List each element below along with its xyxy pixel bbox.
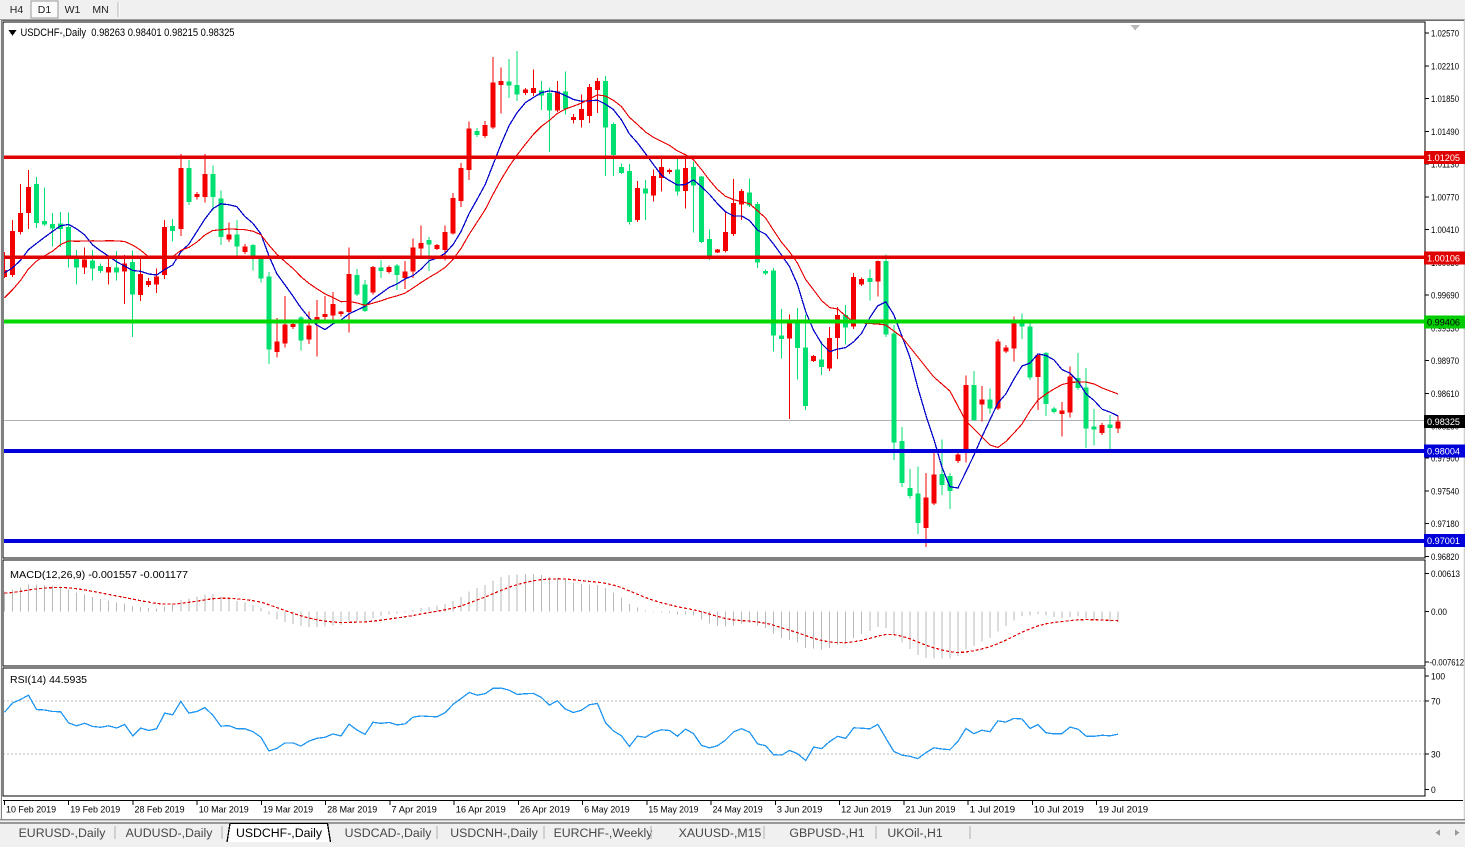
svg-text:10 Feb 2019: 10 Feb 2019	[6, 804, 56, 815]
svg-text:-0.007612: -0.007612	[1430, 656, 1465, 667]
svg-text:0.00: 0.00	[1431, 606, 1447, 617]
svg-text:0.98970: 0.98970	[1431, 355, 1459, 366]
svg-text:USDCHF-,Daily 0.98263 0.98401: USDCHF-,Daily 0.98263 0.98401 0.98215 0.…	[21, 27, 235, 39]
svg-text:1.01130: 1.01130	[1431, 159, 1459, 170]
svg-text:USDCAD-,Daily: USDCAD-,Daily	[345, 826, 433, 840]
svg-text:24 May 2019: 24 May 2019	[713, 804, 763, 815]
svg-text:26 Apr 2019: 26 Apr 2019	[520, 804, 570, 815]
svg-text:0.99406: 0.99406	[1427, 316, 1460, 327]
svg-text:16 Apr 2019: 16 Apr 2019	[456, 804, 506, 815]
svg-text:0.97180: 0.97180	[1431, 518, 1459, 529]
svg-text:19 Feb 2019: 19 Feb 2019	[70, 804, 120, 815]
svg-text:0.97900: 0.97900	[1431, 453, 1459, 464]
svg-text:H4: H4	[10, 4, 24, 16]
svg-text:19 Mar 2019: 19 Mar 2019	[263, 804, 313, 815]
svg-text:USDCNH-,Daily: USDCNH-,Daily	[450, 826, 538, 840]
svg-text:0.00613: 0.00613	[1431, 568, 1460, 579]
svg-text:0.98610: 0.98610	[1431, 388, 1459, 399]
svg-text:100: 100	[1431, 671, 1445, 682]
svg-text:AUDUSD-,Daily: AUDUSD-,Daily	[126, 826, 214, 840]
svg-text:D1: D1	[38, 4, 52, 16]
svg-text:28 Feb 2019: 28 Feb 2019	[135, 804, 185, 815]
svg-text:1 Jul 2019: 1 Jul 2019	[970, 804, 1016, 815]
svg-text:0.97001: 0.97001	[1427, 535, 1460, 546]
svg-text:12 Jun 2019: 12 Jun 2019	[841, 804, 891, 815]
svg-text:0.97540: 0.97540	[1431, 485, 1459, 496]
svg-text:GBPUSD-,H1: GBPUSD-,H1	[789, 826, 864, 840]
svg-text:10 Mar 2019: 10 Mar 2019	[199, 804, 249, 815]
svg-text:21 Jun 2019: 21 Jun 2019	[905, 804, 955, 815]
svg-text:1.01490: 1.01490	[1431, 126, 1459, 137]
svg-text:3 Jun 2019: 3 Jun 2019	[777, 804, 823, 815]
svg-text:W1: W1	[65, 4, 81, 16]
svg-text:70: 70	[1431, 695, 1440, 706]
svg-text:0.96820: 0.96820	[1431, 551, 1459, 562]
svg-text:0.98325: 0.98325	[1427, 416, 1460, 427]
svg-text:MACD(12,26,9) -0.001557 -0.001: MACD(12,26,9) -0.001557 -0.001177	[10, 570, 188, 581]
svg-text:USDCHF-,Daily: USDCHF-,Daily	[236, 826, 323, 840]
svg-text:1.00106: 1.00106	[1427, 252, 1460, 263]
svg-text:1.01205: 1.01205	[1427, 152, 1460, 163]
svg-text:19 Jul 2019: 19 Jul 2019	[1098, 804, 1148, 815]
svg-text:0: 0	[1431, 784, 1436, 795]
svg-text:15 May 2019: 15 May 2019	[648, 804, 698, 815]
svg-text:10 Jul 2019: 10 Jul 2019	[1034, 804, 1084, 815]
svg-text:6 May 2019: 6 May 2019	[584, 804, 630, 815]
svg-text:7 Apr 2019: 7 Apr 2019	[391, 804, 437, 815]
svg-text:XAUUSD-,M15: XAUUSD-,M15	[679, 826, 762, 840]
svg-text:MN: MN	[92, 4, 108, 16]
svg-text:1.02210: 1.02210	[1431, 60, 1459, 71]
svg-text:0.98004: 0.98004	[1427, 445, 1460, 456]
svg-text:EURUSD-,Daily: EURUSD-,Daily	[19, 826, 107, 840]
svg-text:30: 30	[1431, 749, 1440, 760]
svg-text:1.00770: 1.00770	[1431, 191, 1459, 202]
svg-text:RSI(14) 44.5935: RSI(14) 44.5935	[10, 675, 87, 686]
svg-text:0.99690: 0.99690	[1431, 290, 1459, 301]
svg-text:EURCHF-,Weekly: EURCHF-,Weekly	[554, 826, 654, 840]
svg-text:1.01850: 1.01850	[1431, 93, 1459, 104]
svg-text:28 Mar 2019: 28 Mar 2019	[327, 804, 377, 815]
svg-text:UKOil-,H1: UKOil-,H1	[887, 826, 943, 840]
svg-text:1.00410: 1.00410	[1431, 224, 1459, 235]
svg-text:1.02570: 1.02570	[1431, 28, 1459, 39]
